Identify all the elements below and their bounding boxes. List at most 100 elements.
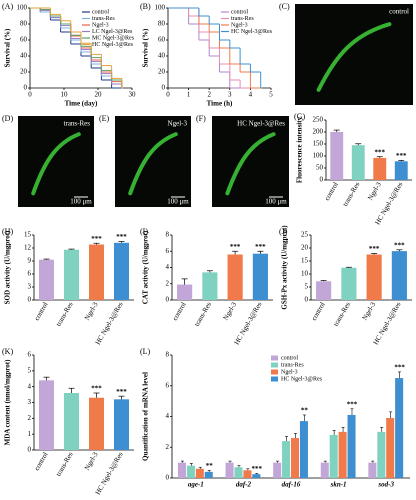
panel-label: (F) [196, 114, 206, 123]
significance: *** [394, 364, 405, 372]
x-tick-label: control [310, 301, 327, 322]
x-tick-label: 1 [187, 91, 191, 99]
y-tick-label: 20 [301, 244, 309, 252]
bar [195, 468, 204, 478]
y-tick-label: 60 [158, 36, 166, 44]
bar [329, 434, 338, 478]
y-tick-label: 60 [20, 36, 28, 44]
x-tick-label: skn-1 [330, 481, 347, 489]
x-tick-label: trans-Res [193, 301, 213, 328]
x-tick-label: 5 [269, 91, 273, 99]
bar [351, 145, 365, 180]
bar [89, 244, 104, 300]
y-axis-label: SOD activity (U/mgprot) [4, 230, 12, 304]
bar [347, 414, 356, 478]
y-axis-label: GSH-Px activity (U/mgprot) [281, 225, 289, 310]
significance: *** [375, 148, 386, 156]
bar [299, 421, 308, 478]
y-tick-label: 2 [28, 414, 32, 422]
y-tick-label: 40 [158, 52, 166, 60]
x-tick-label: trans-Res [341, 181, 361, 208]
x-tick-label: 10 [61, 91, 69, 99]
y-tick-label: 6 [166, 381, 170, 389]
micrograph [115, 116, 191, 207]
significance: *** [369, 245, 380, 253]
panel-label: (I) [140, 227, 148, 236]
panel-label: (L) [140, 347, 151, 356]
legend-label: trans-Res [92, 16, 115, 22]
y-tick-label: 8 [166, 351, 170, 359]
significance: ** [206, 462, 214, 470]
x-axis-label: Time (day) [65, 100, 98, 108]
legend-swatch [271, 362, 278, 368]
micrograph [295, 4, 413, 105]
y-tick-label: 20 [158, 68, 166, 76]
bar [394, 161, 408, 180]
y-tick-label: 0 [28, 446, 32, 454]
x-tick-label: 4 [249, 91, 253, 99]
y-tick-label: 0 [162, 84, 166, 92]
bar [39, 380, 54, 450]
significance: *** [394, 241, 405, 249]
bar [341, 267, 357, 300]
y-tick-label: 10 [301, 270, 309, 278]
x-tick-label: age-1 [188, 481, 204, 489]
y-tick-label: 0 [320, 176, 324, 184]
bar [177, 284, 193, 300]
significance: *** [347, 400, 358, 408]
x-tick-label: 20 [95, 91, 103, 99]
y-tick-label: 80 [158, 20, 166, 28]
y-tick-label: 40 [20, 52, 28, 60]
y-tick-label: 0 [166, 296, 170, 304]
y-tick-label: 4 [166, 412, 170, 420]
x-tick-label: HC Ngel-3@Res [94, 451, 125, 497]
y-tick-label: 12 [24, 244, 32, 252]
panel-label: (D) [2, 114, 13, 123]
significance: *** [116, 388, 127, 396]
bar [252, 474, 261, 478]
significance: *** [252, 465, 263, 473]
image-label: control [389, 8, 409, 16]
legend-label: Ngel-3 [92, 22, 109, 28]
bar [386, 418, 395, 478]
x-tick-label: Ngel-3 [83, 300, 100, 321]
significance: *** [116, 233, 127, 241]
y-tick-label: 3 [28, 398, 32, 406]
y-tick-label: 100 [17, 4, 28, 12]
panel-label: (H) [2, 227, 13, 236]
legend-label: LC Ngel-3@Res [92, 29, 133, 35]
x-axis-label: Time (h) [207, 100, 233, 108]
x-tick-label: sod-3 [377, 481, 394, 489]
y-tick-label: 5 [305, 283, 309, 291]
image-label: HC Ngel-3@Res [237, 120, 285, 128]
worm [316, 22, 392, 92]
y-tick-label: 1 [28, 430, 32, 438]
y-axis-label: Survival (%) [4, 28, 12, 67]
panel-label: (J) [279, 227, 288, 236]
bar [227, 254, 243, 300]
legend-label: MC Ngel-3@Res [92, 35, 135, 41]
legend-label: trans-Res [281, 362, 304, 368]
panel-label: (B) [140, 2, 151, 11]
y-tick-label: 150 [313, 140, 324, 148]
x-tick-label: control [323, 181, 340, 202]
image-label: Ngel-3 [168, 120, 188, 128]
legend-label: control [92, 9, 109, 15]
worm [225, 132, 276, 196]
y-tick-label: 15 [301, 257, 309, 265]
x-tick-label: Ngel-3 [222, 300, 239, 321]
y-axis-label: Fluorescence intensity [296, 116, 304, 183]
x-tick-label: trans-Res [332, 301, 352, 328]
legend-label: Ngel-3 [231, 22, 248, 28]
bar [377, 431, 386, 478]
bar [316, 281, 332, 300]
bar [366, 254, 382, 300]
scale-label: 100 μm [265, 198, 287, 206]
legend-label: control [281, 355, 298, 361]
panel-label: (C) [279, 2, 290, 11]
y-tick-label: 2 [166, 279, 170, 287]
bar [114, 242, 129, 300]
y-axis-label: Survival (%) [142, 28, 150, 67]
x-tick-label: HC Ngel-3@Res [94, 301, 125, 347]
